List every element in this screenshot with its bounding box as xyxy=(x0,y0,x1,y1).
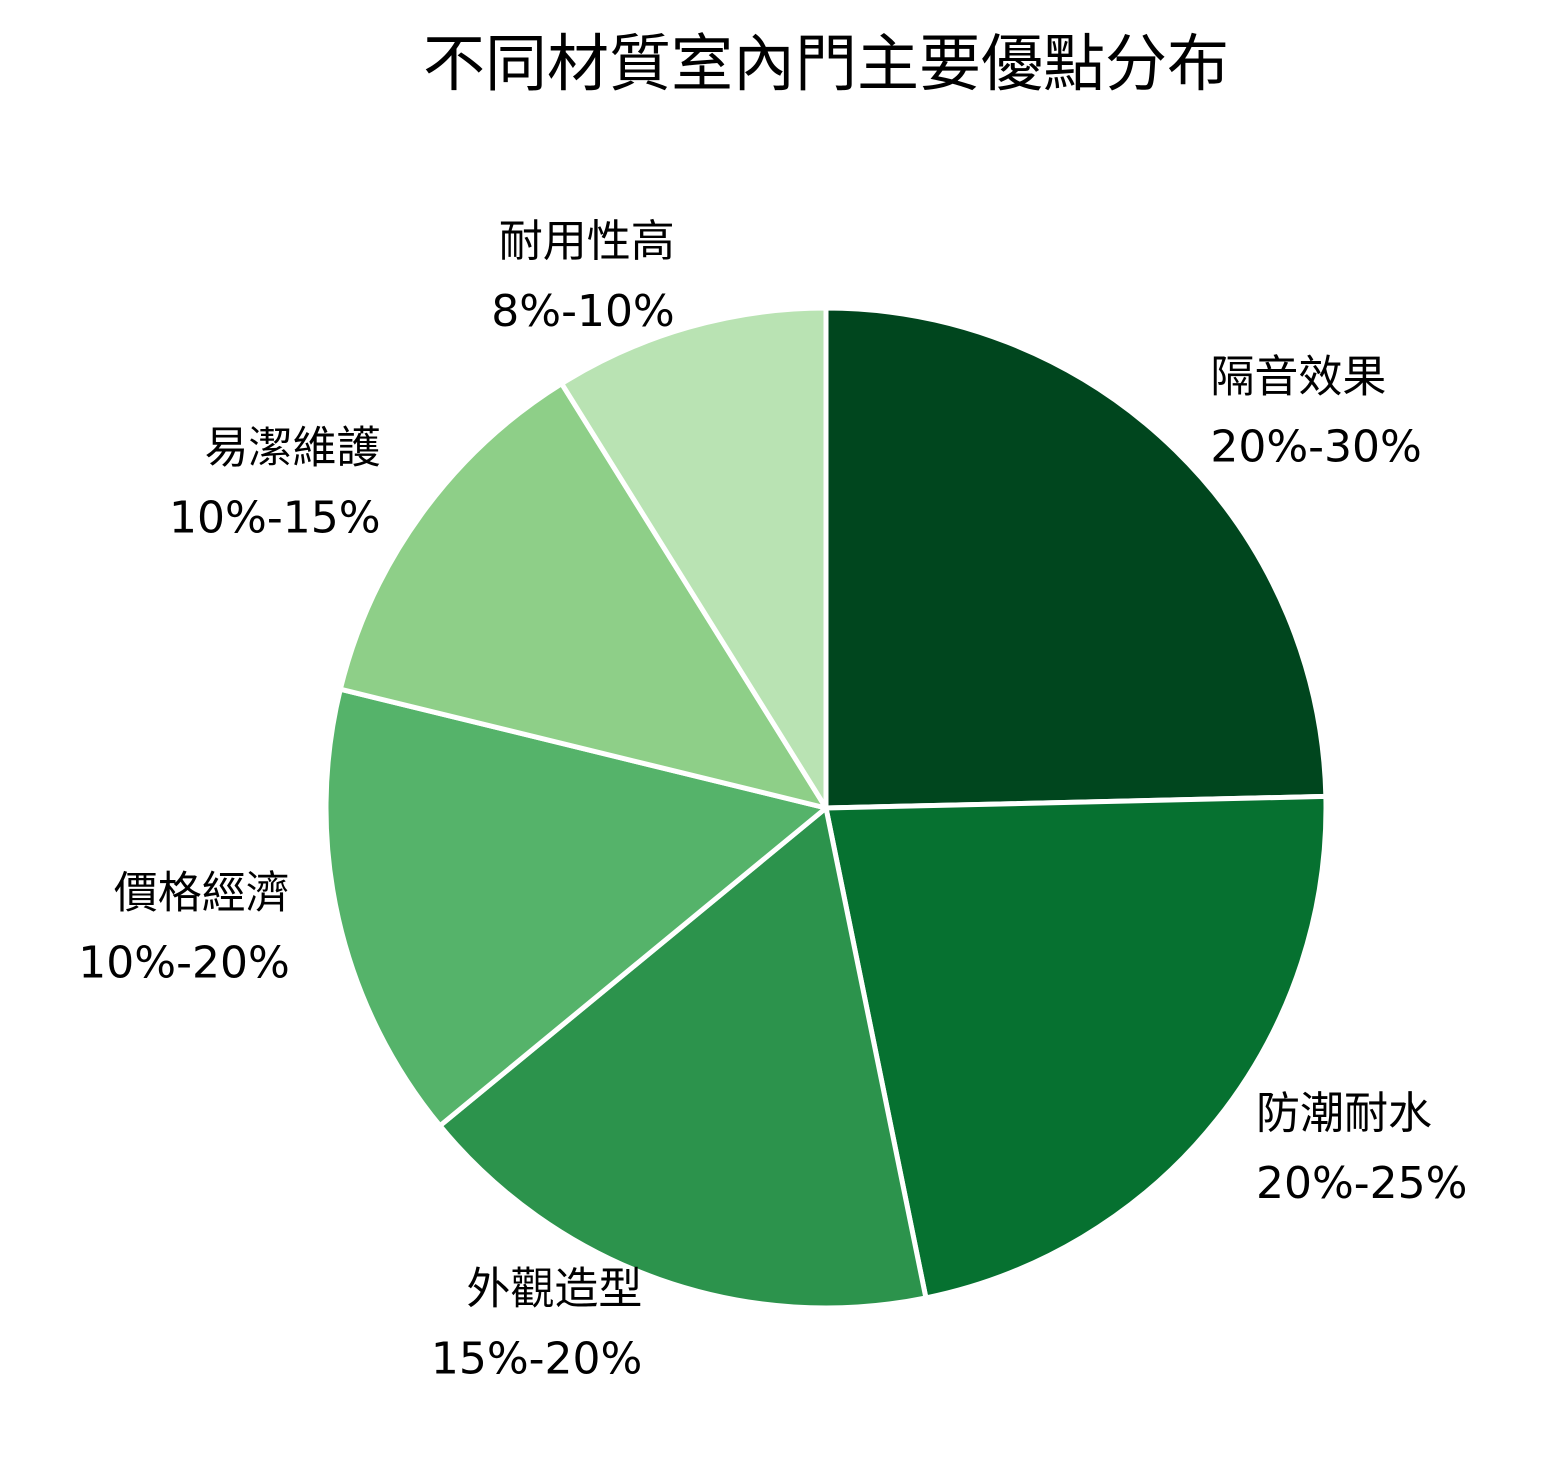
pie-slice xyxy=(323,686,829,1129)
value-label: 15%-20% xyxy=(431,1333,642,1384)
pie-slice xyxy=(823,305,1329,811)
slice-label: 防潮耐水 xyxy=(1256,1088,1432,1139)
value-label: 20%-30% xyxy=(1210,422,1421,473)
pie-slice xyxy=(823,793,1329,1301)
pie-slice xyxy=(437,805,929,1311)
pie-slice xyxy=(559,305,829,811)
chart-title: 不同材質室內門主要優點分布 xyxy=(423,27,1229,100)
slice-label: 耐用性高 xyxy=(499,216,675,267)
value-label: 10%-20% xyxy=(78,937,289,988)
slice-label: 外觀造型 xyxy=(466,1263,642,1314)
slice-label: 價格經濟 xyxy=(114,867,290,918)
value-label: 8%-10% xyxy=(491,286,674,337)
value-label: 20%-25% xyxy=(1256,1158,1467,1209)
slice-label: 易潔維護 xyxy=(205,422,381,473)
slice-label: 隔音效果 xyxy=(1210,352,1386,403)
value-label: 10%-15% xyxy=(169,492,380,543)
pie-slice xyxy=(337,381,829,811)
